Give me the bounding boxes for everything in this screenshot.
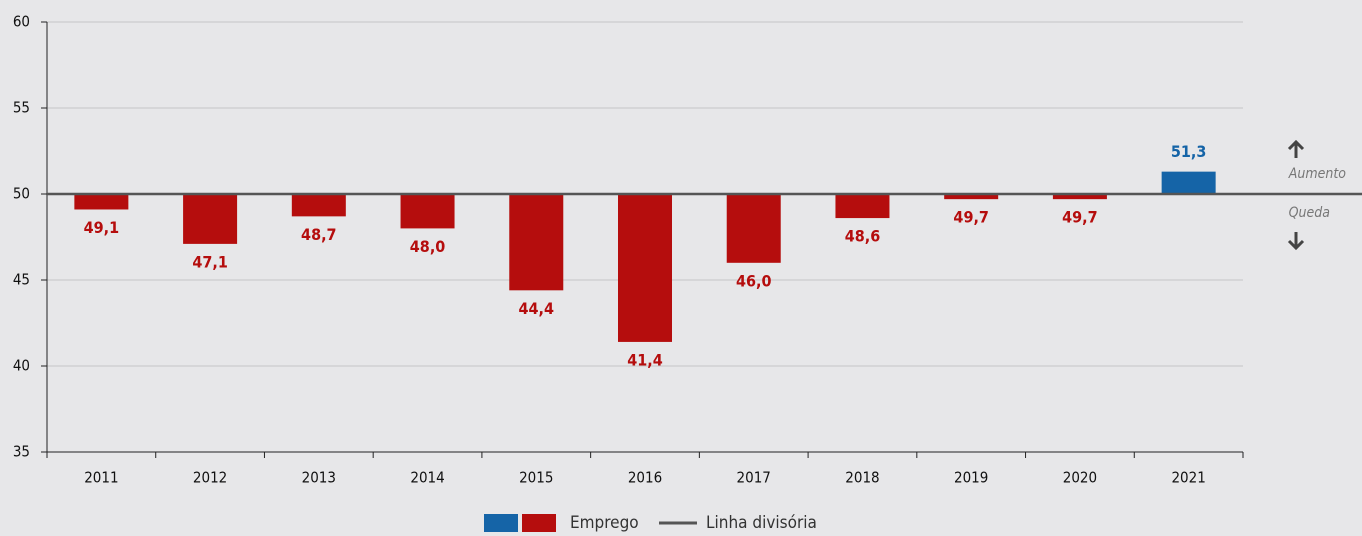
data-label: 49,7 — [1062, 208, 1098, 227]
x-tick-label: 2013 — [302, 469, 336, 487]
bar — [400, 194, 455, 229]
x-tick-label: 2014 — [410, 469, 444, 487]
y-tick-label: 50 — [13, 185, 30, 203]
x-tick-label: 2021 — [1171, 469, 1205, 487]
x-tick-label: 2018 — [845, 469, 879, 487]
legend-swatch — [522, 514, 556, 532]
x-tick-label: 2011 — [84, 469, 118, 487]
legend-label: Emprego — [570, 513, 639, 533]
legend-label: Linha divisória — [706, 513, 817, 533]
x-tick-label: 2016 — [628, 469, 662, 487]
data-label: 47,1 — [192, 252, 228, 271]
x-tick-label: 2017 — [737, 469, 771, 487]
bar — [291, 194, 346, 217]
bar — [74, 194, 129, 210]
data-label: 49,7 — [953, 208, 989, 227]
x-tick-label: 2020 — [1063, 469, 1097, 487]
x-tick-label: 2015 — [519, 469, 553, 487]
bar — [944, 194, 999, 200]
data-label: 49,1 — [84, 218, 120, 237]
y-tick-label: 40 — [13, 357, 30, 375]
bar — [1052, 194, 1107, 200]
bar — [183, 194, 238, 244]
annotation-down: Queda — [1289, 205, 1330, 221]
data-label: 48,0 — [410, 237, 446, 256]
up-arrow — [1287, 139, 1305, 158]
data-label: 51,3 — [1171, 142, 1207, 161]
down-arrow — [1287, 232, 1305, 251]
bar — [726, 194, 781, 263]
data-label: 48,6 — [845, 227, 881, 246]
y-tick-label: 60 — [13, 13, 30, 31]
data-label: 48,7 — [301, 225, 337, 244]
data-label: 46,0 — [736, 271, 772, 290]
y-tick-label: 55 — [13, 99, 30, 117]
data-label: 41,4 — [627, 350, 663, 369]
bar — [1161, 171, 1216, 194]
data-label: 44,4 — [519, 299, 555, 318]
y-tick-label: 35 — [13, 443, 30, 461]
x-tick-label: 2012 — [193, 469, 227, 487]
annotation-up: Aumento — [1288, 166, 1347, 182]
x-tick-label: 2019 — [954, 469, 988, 487]
bar — [618, 194, 672, 342]
legend-swatch — [484, 514, 518, 532]
bar — [509, 194, 564, 291]
bar — [835, 194, 890, 219]
y-tick-label: 45 — [13, 271, 30, 289]
